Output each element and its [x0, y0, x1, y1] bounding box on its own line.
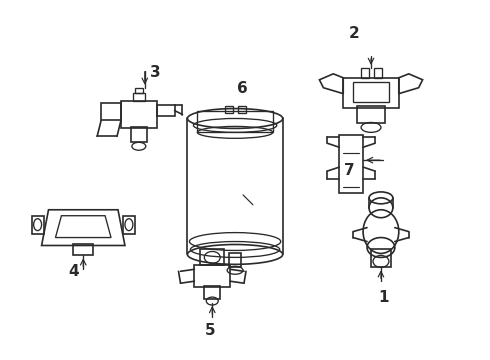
- Bar: [200, 249, 224, 265]
- Bar: [229, 253, 241, 267]
- Bar: [157, 105, 174, 117]
- Bar: [32, 216, 44, 234]
- Bar: [131, 127, 147, 142]
- Bar: [343, 78, 399, 108]
- Bar: [361, 68, 369, 78]
- Bar: [74, 243, 93, 255]
- Text: 6: 6: [237, 81, 247, 96]
- Bar: [204, 286, 220, 299]
- Bar: [238, 105, 246, 113]
- Bar: [195, 265, 230, 287]
- Bar: [135, 88, 143, 93]
- Text: 5: 5: [205, 323, 216, 338]
- Text: 7: 7: [344, 163, 354, 177]
- Text: 4: 4: [68, 264, 79, 279]
- Bar: [371, 249, 391, 267]
- Bar: [357, 105, 385, 123]
- Text: 1: 1: [379, 289, 389, 305]
- Bar: [339, 135, 363, 193]
- Bar: [225, 105, 233, 113]
- Bar: [197, 111, 273, 132]
- Text: 3: 3: [150, 65, 161, 80]
- Bar: [133, 93, 145, 100]
- Bar: [123, 216, 135, 234]
- Text: 2: 2: [349, 26, 360, 41]
- Bar: [353, 82, 389, 102]
- Bar: [101, 103, 121, 121]
- Bar: [121, 100, 157, 129]
- Bar: [374, 68, 382, 78]
